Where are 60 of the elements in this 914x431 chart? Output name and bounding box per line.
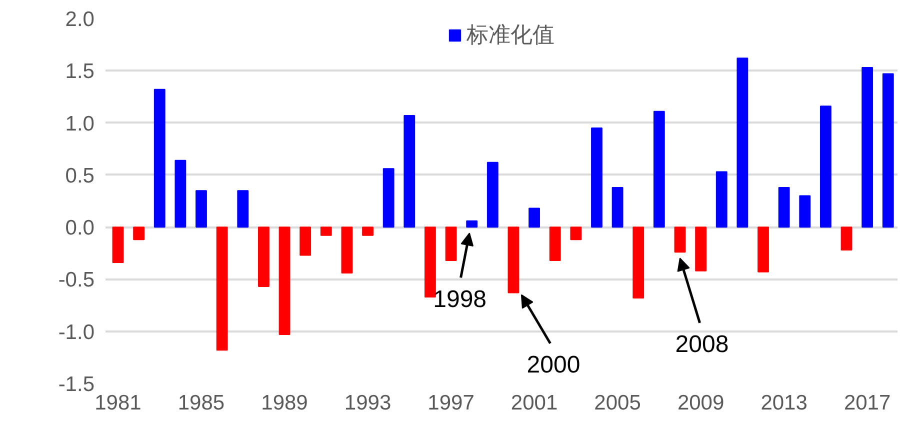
x-tick-label: 2013 bbox=[760, 392, 808, 414]
y-tick-label: 1.5 bbox=[65, 60, 95, 84]
bar bbox=[320, 226, 332, 236]
bar bbox=[133, 226, 145, 240]
annotation: 2000 bbox=[526, 351, 580, 378]
bar bbox=[424, 226, 436, 298]
bar bbox=[300, 226, 312, 256]
x-tick-label: 1981 bbox=[94, 392, 142, 414]
bar bbox=[196, 190, 207, 228]
y-tick-label: 2.0 bbox=[65, 8, 95, 31]
y-tick-label: 0.5 bbox=[65, 164, 95, 188]
bar bbox=[362, 226, 374, 236]
bar bbox=[716, 171, 728, 228]
bar bbox=[882, 73, 894, 228]
bar bbox=[674, 226, 686, 253]
bar bbox=[840, 226, 852, 251]
bar bbox=[591, 128, 602, 228]
x-tick-label: 2017 bbox=[844, 392, 891, 414]
bar bbox=[154, 88, 166, 228]
bar bbox=[174, 160, 186, 228]
x-tick-label: 2009 bbox=[677, 392, 724, 414]
bar bbox=[278, 226, 290, 335]
y-tick-label: -1.5 bbox=[58, 373, 94, 396]
bar bbox=[445, 226, 457, 261]
x-tick-label: 1985 bbox=[178, 392, 225, 414]
bar bbox=[612, 186, 624, 228]
legend-label: 标准化值 bbox=[466, 21, 554, 49]
y-tick-label: 0.0 bbox=[65, 216, 95, 240]
bar bbox=[466, 220, 478, 228]
bar bbox=[528, 208, 540, 228]
bar bbox=[736, 58, 748, 228]
x-tick-label: 1993 bbox=[344, 392, 392, 414]
x-tick-label: 1989 bbox=[261, 392, 308, 414]
bar bbox=[258, 226, 270, 288]
annotation: 1998 bbox=[433, 286, 487, 313]
bar bbox=[382, 168, 394, 228]
annotation: 2008 bbox=[675, 331, 729, 358]
bar bbox=[404, 114, 416, 228]
bar bbox=[758, 226, 769, 272]
bar bbox=[862, 67, 874, 228]
bar bbox=[549, 226, 561, 261]
bar bbox=[778, 186, 790, 228]
bar bbox=[508, 226, 520, 294]
x-tick-label: 1997 bbox=[428, 392, 474, 414]
bar bbox=[237, 190, 249, 228]
bar bbox=[653, 110, 665, 228]
y-tick-label: -0.5 bbox=[58, 268, 94, 292]
x-tick-label: 2005 bbox=[594, 392, 641, 414]
bar bbox=[799, 195, 811, 228]
bar bbox=[112, 226, 124, 264]
bar bbox=[820, 106, 832, 228]
y-tick-label: -1.0 bbox=[58, 320, 94, 344]
y-tick-label: 1.0 bbox=[65, 112, 95, 136]
bar bbox=[486, 162, 498, 228]
bar bbox=[570, 226, 582, 240]
x-tick-label: 2001 bbox=[510, 392, 558, 414]
bar bbox=[341, 226, 353, 274]
bar bbox=[632, 226, 644, 298]
bar bbox=[695, 226, 707, 272]
bar bbox=[216, 226, 228, 351]
